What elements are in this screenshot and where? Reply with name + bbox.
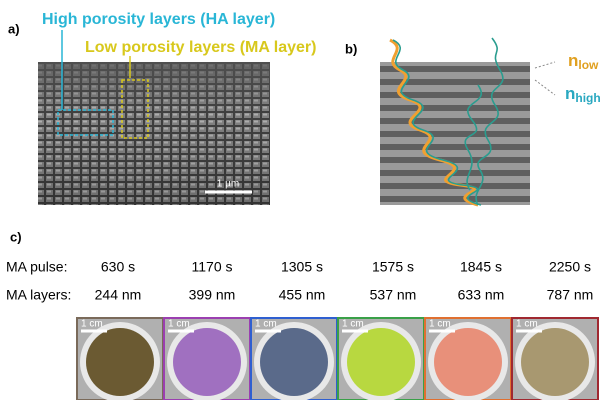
wafer [86,328,154,396]
cell: 1845 s [460,259,502,275]
cell: 633 nm [458,287,505,303]
scale-label: 1 cm [342,319,364,330]
cell: 537 nm [370,287,417,303]
cell: 2250 s [549,259,591,275]
wafer [173,328,241,396]
cell: 455 nm [279,287,326,303]
cell: 244 nm [95,287,142,303]
n-high: nhigh [565,84,601,105]
layer [380,183,530,189]
pointer [534,79,556,96]
cell: 1305 s [281,259,323,275]
layer [380,118,530,124]
wafer [434,328,502,396]
pointer [534,61,556,69]
panel-label: b) [345,41,357,56]
n-low: nlow [568,51,599,72]
layer [380,131,530,137]
layer [380,79,530,85]
scale-label: 1 µm [217,179,239,190]
scale-label: 1 cm [429,319,451,330]
layer [380,105,530,111]
ha-caption: High porosity layers (HA layer) [42,11,275,28]
layer [380,144,530,150]
cell: 1575 s [372,259,414,275]
scale-label: 1 cm [81,319,103,330]
ma-caption: Low porosity layers (MA layer) [85,39,316,56]
reflected-wave [464,84,483,191]
sem-shade [38,62,270,205]
row-label: MA pulse: [6,259,67,275]
wafer [260,328,328,396]
wafer [521,328,589,396]
cell: 399 nm [189,287,236,303]
panel-label: c) [10,229,22,244]
wafer [347,328,415,396]
cell: 630 s [101,259,135,275]
ma-box [121,79,149,139]
sample-table: MA pulse: 630 s 1170 s 1305 s 1575 s 1845 s 22… [6,259,599,402]
row-label: MA layers: [6,287,71,303]
cell: 1170 s [192,259,233,275]
scale-label: 1 cm [168,319,190,330]
reflected-wave [475,37,504,206]
panel-label: a) [8,21,20,36]
multilayer [380,62,530,205]
ha-box [57,109,114,136]
incident-wave-core [392,39,482,206]
cell: 787 nm [547,287,594,303]
layer [380,66,530,72]
scale-label: 1 cm [255,319,277,330]
layer [380,92,530,98]
layer [380,196,530,202]
layer [380,157,530,163]
scale-label: 1 cm [516,319,538,330]
